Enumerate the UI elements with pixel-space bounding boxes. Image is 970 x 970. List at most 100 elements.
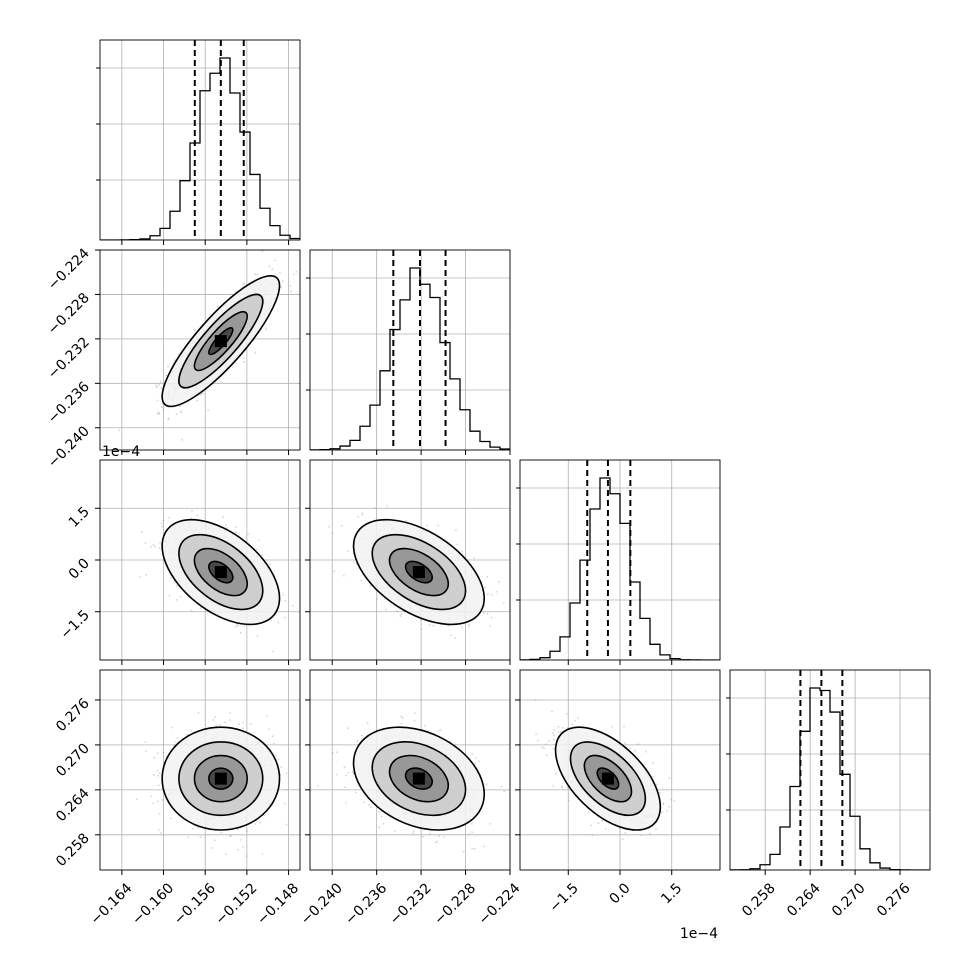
sample-point	[344, 802, 347, 804]
panel-content	[100, 250, 300, 450]
sample-point	[420, 628, 423, 631]
sample-point	[271, 268, 274, 271]
sample-point	[412, 830, 415, 832]
sample-point	[256, 273, 259, 276]
sample-point	[450, 634, 452, 637]
sample-point	[439, 729, 442, 731]
sample-point	[274, 259, 276, 262]
sample-point	[662, 803, 665, 805]
sample-point	[179, 596, 182, 598]
sample-point	[561, 786, 564, 789]
sample-point	[224, 721, 227, 723]
sample-point	[254, 352, 256, 354]
sample-point	[235, 526, 237, 529]
sample-point	[393, 830, 396, 833]
sample-point	[436, 840, 438, 843]
sample-point	[196, 514, 199, 517]
panel-content	[520, 460, 720, 660]
sample-point	[242, 283, 245, 286]
sample-point	[160, 522, 163, 525]
sample-point	[471, 831, 474, 833]
sample-point	[447, 624, 450, 627]
sample-point	[261, 554, 264, 557]
sample-point	[623, 725, 625, 728]
sample-point	[156, 752, 159, 755]
sample-point	[229, 712, 232, 715]
sample-point	[285, 823, 288, 826]
sample-point	[160, 387, 163, 390]
panel-content	[310, 250, 510, 450]
sample-point	[161, 799, 164, 801]
sample-point	[597, 822, 600, 825]
sample-point	[167, 365, 169, 368]
sample-point	[243, 360, 245, 363]
sample-point	[656, 783, 659, 786]
sample-point	[462, 850, 465, 853]
sample-point	[277, 758, 280, 761]
sample-point	[175, 413, 178, 416]
sample-point	[449, 740, 452, 743]
sample-point	[261, 853, 264, 855]
sample-point	[118, 429, 121, 432]
panel-2-2	[516, 459, 721, 665]
sample-point	[363, 801, 365, 803]
sample-point	[432, 624, 435, 627]
sample-point	[502, 601, 505, 604]
sample-point	[273, 742, 275, 745]
sample-point	[378, 826, 381, 829]
sample-point	[207, 409, 210, 411]
sample-point	[158, 772, 161, 775]
histogram-1	[310, 267, 510, 450]
sample-point	[165, 374, 168, 377]
sample-point	[159, 380, 162, 383]
panel-2-0	[95, 459, 301, 665]
sample-point	[652, 775, 654, 778]
sample-point	[483, 845, 486, 848]
sample-point	[199, 607, 202, 610]
sample-point	[158, 784, 160, 787]
sample-point	[156, 399, 159, 402]
sample-point	[571, 723, 574, 726]
sample-point	[400, 715, 403, 718]
sample-point	[158, 412, 161, 415]
sample-point	[487, 593, 489, 596]
sample-point	[422, 835, 424, 838]
sample-point	[343, 766, 346, 769]
sample-point	[259, 821, 261, 824]
sample-point	[434, 841, 437, 844]
sample-point	[347, 550, 350, 553]
sample-point	[156, 412, 159, 415]
sample-point	[161, 525, 163, 528]
sample-point	[176, 599, 178, 601]
sample-point	[191, 510, 193, 512]
sample-point	[155, 386, 158, 389]
sample-point	[396, 610, 398, 613]
sample-point	[283, 802, 286, 805]
sample-point	[243, 625, 246, 628]
sample-point	[174, 741, 177, 743]
sample-point	[292, 605, 294, 607]
sample-point	[347, 771, 350, 774]
sample-point	[293, 273, 296, 276]
sample-point	[484, 586, 486, 589]
sample-point	[180, 411, 183, 414]
sample-point	[401, 716, 404, 719]
sample-point	[225, 853, 227, 855]
sample-point	[420, 619, 422, 622]
panel-content	[100, 460, 300, 660]
sample-point	[199, 394, 202, 396]
sample-point	[135, 798, 138, 801]
sample-point	[438, 834, 441, 837]
sample-point	[242, 721, 245, 724]
sample-point	[157, 774, 160, 777]
sample-point	[220, 380, 222, 383]
density-peak	[412, 772, 425, 785]
sample-point	[237, 624, 240, 627]
sample-point	[218, 724, 221, 727]
sample-point	[158, 812, 161, 815]
sample-point	[386, 505, 389, 507]
sample-point	[455, 529, 457, 532]
sample-point	[238, 723, 240, 726]
sample-point	[281, 280, 284, 283]
axes-frame	[99, 249, 301, 451]
